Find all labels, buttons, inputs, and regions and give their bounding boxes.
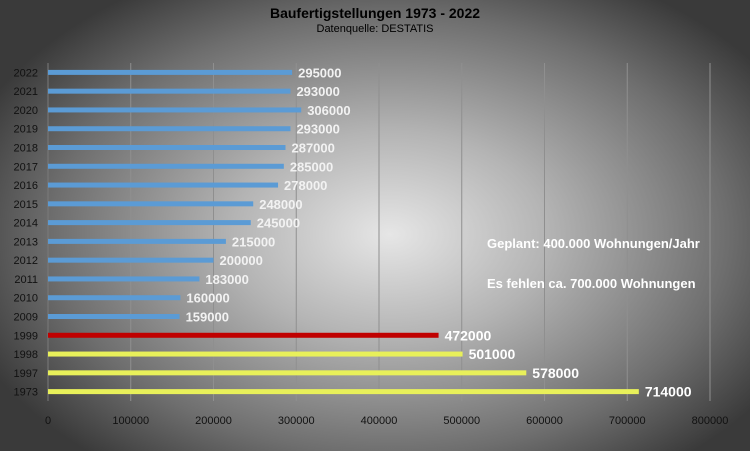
data-label: 278000 [284,178,327,193]
bar-2017 [48,163,284,169]
data-label: 215000 [232,234,275,249]
y-tick-label: 2022 [14,67,38,79]
y-tick-label: 2020 [14,105,38,117]
data-label: 293000 [296,122,339,137]
y-tick-label: 2016 [14,180,38,192]
y-tick-label: 2021 [14,86,38,98]
bar-2020 [48,107,302,113]
x-tick-label: 800000 [692,415,729,427]
y-tick-label: 2009 [14,312,38,324]
y-tick-label: 2018 [14,143,38,155]
y-tick-label: 1998 [14,349,38,361]
y-tick-label: 1973 [14,387,38,399]
data-label: 200000 [220,253,263,268]
data-label: 306000 [307,103,350,118]
bar-2013 [48,238,226,244]
data-label: 159000 [186,310,229,325]
bar-2021 [48,88,291,94]
x-tick-label: 100000 [112,415,149,427]
annotation-missing: Es fehlen ca. 700.000 Wohnungen [487,276,696,291]
x-tick-label: 200000 [195,415,232,427]
data-label: 293000 [296,84,339,99]
data-label: 472000 [445,327,492,343]
annotation-planned: Geplant: 400.000 Wohnungen/Jahr [487,236,700,251]
x-tick-label: 700000 [609,415,646,427]
bar-1997 [48,370,527,376]
y-tick-label: 2014 [14,218,38,230]
y-tick-label: 2012 [14,255,38,267]
data-label: 248000 [259,197,302,212]
data-label: 501000 [469,346,516,362]
bar-1998 [48,351,463,357]
data-label: 183000 [205,272,248,287]
y-tick-label: 1999 [14,330,38,342]
data-label: 245000 [257,216,300,231]
x-tick-label: 300000 [278,415,315,427]
chart-title: Baufertigstellungen 1973 - 2022 [269,5,481,21]
y-tick-label: 2013 [14,236,38,248]
bar-2022 [48,69,293,75]
x-tick-label: 0 [45,415,51,427]
bar-2012 [48,257,214,263]
data-label: 160000 [186,291,229,306]
x-tick-label: 400000 [361,415,398,427]
data-label: 295000 [298,65,341,80]
bar-2016 [48,182,279,188]
data-label: 714000 [645,384,692,400]
data-label: 287000 [291,141,334,156]
data-label: 578000 [532,365,579,381]
y-tick-label: 1997 [14,368,38,380]
bar-2011 [48,276,200,282]
chart-subtitle: Datenquelle: DESTATIS [316,23,434,35]
bar-2009 [48,314,180,319]
bar-2010 [48,295,181,301]
bar-2015 [48,201,254,207]
bar-2014 [48,220,251,226]
y-tick-label: 2019 [14,124,38,136]
x-tick-label: 500000 [443,415,480,427]
bar-2019 [48,126,291,132]
data-label: 285000 [290,159,333,174]
bar-1999 [48,332,439,338]
x-tick-label: 600000 [526,415,563,427]
bar-2018 [48,145,286,150]
y-tick-label: 2017 [14,161,38,173]
bar-1973 [48,389,639,395]
y-tick-label: 2015 [14,199,38,211]
y-tick-label: 2010 [14,293,38,305]
y-tick-label: 2011 [14,274,38,286]
